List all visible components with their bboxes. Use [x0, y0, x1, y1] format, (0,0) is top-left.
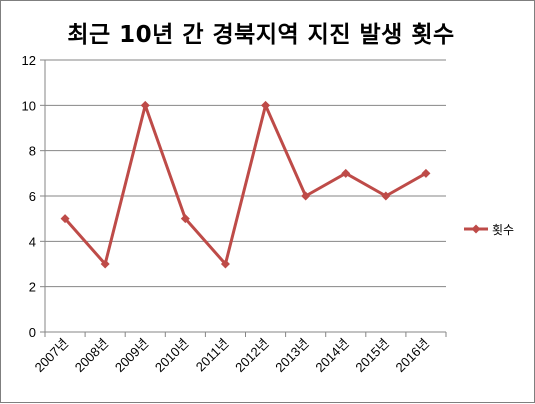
- x-tick-label: 2016년: [393, 336, 433, 376]
- x-tick-label: 2008년: [72, 336, 112, 376]
- data-point-marker: [381, 191, 391, 201]
- axes: [40, 59, 447, 337]
- data-point-marker: [100, 259, 110, 269]
- data-point-marker: [421, 168, 431, 178]
- y-tick-label: 4: [29, 234, 36, 249]
- x-tick-label: 2009년: [112, 336, 152, 376]
- y-tick-label: 12: [22, 53, 36, 68]
- x-tick-label: 2007년: [32, 336, 72, 376]
- data-point-marker: [60, 214, 70, 224]
- y-tick-label: 10: [22, 98, 36, 113]
- x-tick-label: 2011년: [193, 336, 232, 375]
- x-tick-label: 2013년: [272, 336, 312, 376]
- series-lines: [60, 100, 431, 269]
- y-tick-label: 2: [29, 280, 36, 295]
- y-tick-label: 6: [29, 189, 36, 204]
- gridlines: [45, 59, 446, 288]
- data-point-marker: [261, 100, 271, 110]
- legend-marker: [471, 224, 481, 234]
- legend: 횟수: [464, 223, 514, 237]
- data-point-marker: [301, 191, 311, 201]
- data-point-marker: [180, 214, 190, 224]
- data-point-marker: [341, 168, 351, 178]
- x-tick-label: 2015년: [352, 336, 392, 376]
- y-tick-label: 0: [29, 325, 36, 340]
- x-tick-label: 2014년: [312, 336, 352, 376]
- data-point-marker: [220, 259, 230, 269]
- series-line: [63, 103, 427, 266]
- y-tick-label: 8: [29, 144, 36, 159]
- data-point-marker: [140, 100, 150, 110]
- x-tick-label: 2010년: [152, 336, 192, 376]
- legend-label: 횟수: [492, 223, 514, 237]
- chart-title: 최근 10년 간 경북지역 지진 발생 횟수: [67, 22, 455, 48]
- x-tick-label: 2012년: [232, 336, 272, 376]
